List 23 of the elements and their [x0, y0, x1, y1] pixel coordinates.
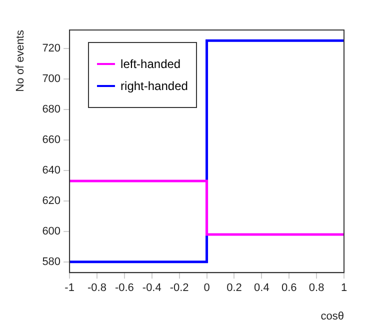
x-tick-label: 0.2	[226, 282, 242, 294]
x-axis-title: cosθ	[320, 310, 344, 322]
x-tick-label: 0.6	[281, 282, 297, 294]
y-tick-label: 600	[42, 225, 61, 238]
x-tick-label: -0.4	[142, 282, 162, 294]
y-tick-label: 680	[42, 103, 61, 116]
legend-label: right-handed	[120, 79, 188, 93]
x-tick-label: -0.8	[88, 282, 106, 294]
y-tick-label: 700	[42, 72, 61, 85]
y-tick-label: 580	[42, 256, 61, 268]
x-tick-label: -0.2	[170, 282, 189, 294]
y-axis-title: No of events	[14, 30, 27, 92]
y-tick-label: 660	[42, 134, 61, 146]
x-tick-label: -1	[64, 282, 74, 294]
x-tick-label: -0.6	[114, 282, 134, 294]
x-tick-label: 0.4	[254, 282, 270, 294]
y-tick-label: 640	[42, 164, 61, 176]
x-tick-label: 1	[340, 282, 348, 294]
y-tick-label: 620	[42, 194, 61, 207]
x-tick-label: 0	[204, 282, 210, 294]
y-tick-label: 720	[42, 42, 61, 54]
x-tick-label: 0.8	[308, 282, 324, 294]
legend-label: left-handed	[120, 57, 181, 71]
